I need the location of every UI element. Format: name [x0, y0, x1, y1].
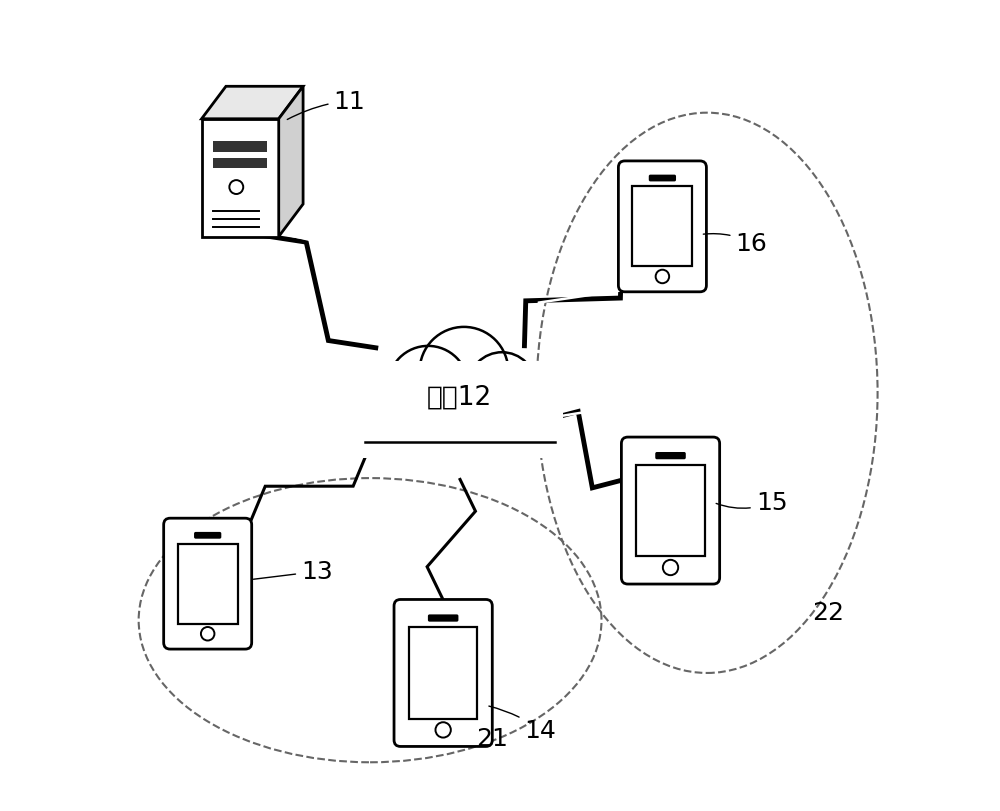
Polygon shape [279, 88, 303, 237]
Circle shape [201, 627, 214, 641]
Circle shape [663, 560, 678, 576]
Circle shape [468, 353, 536, 420]
Text: 网络12: 网络12 [427, 384, 492, 410]
Circle shape [229, 181, 243, 195]
FancyBboxPatch shape [621, 438, 720, 584]
Polygon shape [202, 120, 279, 237]
FancyBboxPatch shape [655, 453, 686, 460]
FancyBboxPatch shape [618, 161, 706, 293]
Bar [357, 362, 563, 459]
Text: 14: 14 [489, 706, 556, 742]
Circle shape [500, 384, 555, 438]
Text: 13: 13 [253, 560, 333, 584]
Polygon shape [202, 88, 303, 120]
Bar [365, 402, 555, 451]
FancyBboxPatch shape [394, 600, 492, 746]
Circle shape [435, 723, 451, 738]
Bar [178, 544, 238, 624]
Text: 22: 22 [813, 600, 845, 624]
Text: 21: 21 [476, 726, 508, 750]
Bar [632, 187, 692, 267]
Text: 11: 11 [287, 89, 365, 120]
Bar [213, 142, 267, 152]
Circle shape [656, 270, 669, 284]
Bar [636, 466, 705, 556]
Circle shape [365, 384, 428, 448]
FancyBboxPatch shape [194, 532, 221, 539]
FancyBboxPatch shape [649, 175, 676, 182]
Text: 16: 16 [703, 231, 767, 255]
Circle shape [420, 328, 508, 416]
Bar [409, 628, 477, 719]
Circle shape [388, 346, 468, 427]
FancyBboxPatch shape [164, 518, 252, 650]
Bar [213, 158, 267, 169]
Text: 15: 15 [716, 491, 787, 515]
FancyBboxPatch shape [428, 615, 458, 622]
